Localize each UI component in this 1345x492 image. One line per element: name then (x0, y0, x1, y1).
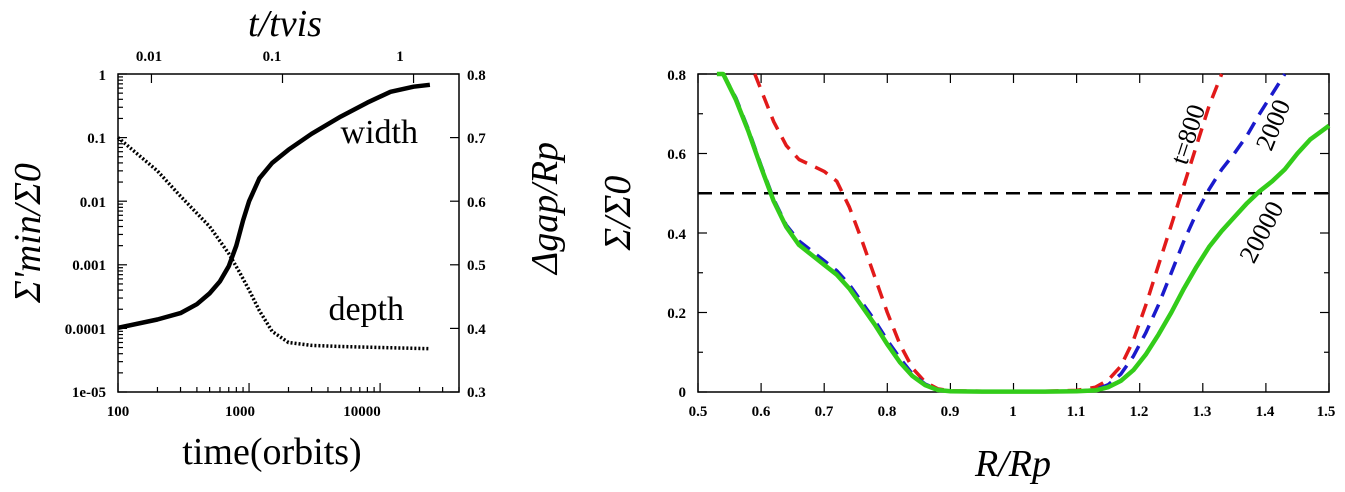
right-x-tick-label: 0.5 (689, 404, 708, 420)
right-x-tick-label: 1.3 (1193, 404, 1212, 420)
series-line-1 (721, 73, 1287, 394)
right-x-tick-label: 0.6 (752, 404, 771, 420)
right-x-tick-label: 0.7 (815, 404, 834, 420)
left-ticks (117, 73, 460, 393)
right-ticks (697, 73, 1330, 393)
left-x-axis-label: time(orbits) (182, 431, 361, 473)
left-y2-tick-label: 0.7 (467, 131, 486, 147)
series-line-2 (716, 71, 1331, 394)
right-series (716, 71, 1331, 394)
left-y-axis-label: Σ'min/Σ0 (7, 163, 49, 304)
series-line-0 (753, 73, 1224, 393)
right-chart: 0.5 0.6 0.7 0.8 0.9 1 1.1 1.2 1.3 1.4 1.… (597, 68, 1335, 485)
left-series (116, 82, 431, 351)
width-annotation: width (341, 114, 418, 151)
left-y-tick-label: 0.001 (72, 258, 106, 274)
left-y-tick-label: 0.0001 (65, 322, 106, 338)
left-top-tick-label: 1 (396, 49, 404, 65)
left-top-tick-label: 0.01 (136, 49, 162, 65)
left-y-tick-label: 1e-05 (72, 385, 106, 401)
right-x-tick-label: 0.9 (941, 404, 960, 420)
left-y2-axis-label: Δgap/Rp (524, 142, 566, 276)
right-x-axis-label: R/Rp (974, 443, 1051, 485)
right-x-tick-label: 1 (1009, 404, 1017, 420)
right-y-tick-label: 0.4 (667, 227, 686, 243)
left-y2-tick-label: 0.5 (467, 258, 486, 274)
left-y-tick-label: 1 (99, 68, 107, 84)
series-label-t800: t=800 (1165, 101, 1211, 168)
right-x-tick-label: 1.2 (1130, 404, 1149, 420)
right-y-axis-label: Σ/Σ0 (597, 176, 639, 252)
left-x-tick-label: 10000 (343, 404, 381, 420)
depth-annotation: depth (328, 291, 404, 328)
series-label-2000: 2000 (1250, 95, 1296, 154)
series-width-line (117, 82, 431, 331)
right-y-tick-label: 0.6 (667, 147, 686, 163)
right-x-tick-label: 1.1 (1067, 404, 1086, 420)
left-y2-tick-label: 0.3 (467, 385, 486, 401)
right-x-tick-label: 1.4 (1256, 404, 1275, 420)
left-x-tick-label: 1000 (225, 404, 255, 420)
left-top-axis-label: t/tvis (248, 3, 322, 45)
left-x-tick-label: 100 (107, 404, 130, 420)
right-y-tick-label: 0 (679, 385, 687, 401)
left-top-tick-label: 0.1 (263, 49, 282, 65)
left-y-tick-label: 0.01 (80, 195, 106, 211)
left-y2-tick-label: 0.4 (467, 322, 486, 338)
left-y-tick-label: 0.1 (87, 131, 106, 147)
left-y2-tick-label: 0.8 (467, 68, 486, 84)
right-y-tick-label: 0.8 (667, 68, 686, 84)
left-y2-tick-label: 0.6 (467, 195, 486, 211)
right-x-tick-label: 0.8 (878, 404, 897, 420)
series-depth-line (116, 136, 430, 351)
right-y-tick-label: 0.2 (667, 306, 686, 322)
right-x-tick-label: 1.5 (1317, 404, 1336, 420)
left-chart: 100 1000 10000 1e-05 0.0001 0.001 0.01 0… (7, 3, 566, 473)
